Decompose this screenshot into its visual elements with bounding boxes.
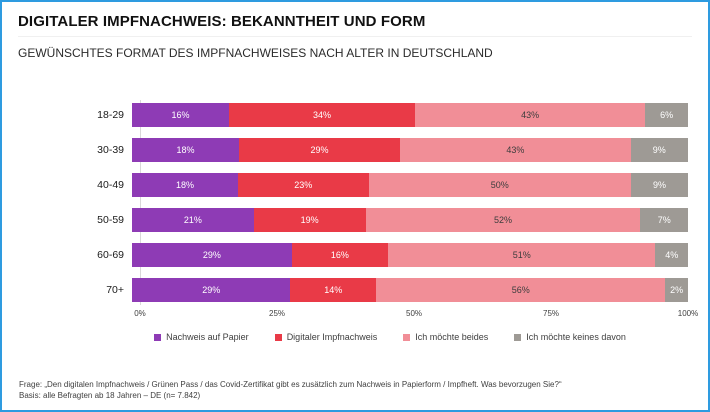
legend-swatch-icon — [514, 333, 522, 341]
x-axis-ticks: 0% 25% 50% 75% 100% — [134, 309, 698, 321]
chart-rows: 18-29 16% 34% 43% 6% 30-39 18% 29% 43% 9% 40-49 18%… — [92, 100, 688, 305]
bar-segment: 6% — [645, 103, 688, 127]
page-title: DIGITALER IMPFNACHWEIS: BEKANNTHEIT UND … — [18, 13, 426, 30]
bar-segment: 7% — [640, 208, 688, 232]
bar-segment: 43% — [400, 138, 631, 162]
stacked-bar: 18% 29% 43% 9% — [132, 138, 688, 162]
bar-segment: 9% — [630, 138, 688, 162]
legend-swatch-icon — [403, 333, 411, 341]
stacked-bar: 21% 19% 52% 7% — [132, 208, 688, 232]
legend-item: Ich möchte keines davon — [514, 332, 626, 342]
bar-segment: 21% — [132, 208, 254, 232]
stacked-bar: 29% 16% 51% 4% — [132, 243, 688, 267]
chart-row: 70+ 29% 14% 56% 2% — [92, 278, 688, 302]
category-label: 18-29 — [97, 109, 124, 121]
bar-segment: 34% — [229, 103, 415, 127]
chart-row: 60-69 29% 16% 51% 4% — [92, 243, 688, 267]
bar-segment: 2% — [665, 278, 688, 302]
bar-segment: 29% — [238, 138, 401, 162]
x-tick-label: 50% — [405, 309, 423, 318]
legend-swatch-icon — [274, 333, 282, 341]
bar-segment: 50% — [368, 173, 631, 197]
chart-row: 18-29 16% 34% 43% 6% — [92, 103, 688, 127]
title-divider — [18, 36, 692, 37]
bar-segment: 29% — [132, 278, 291, 302]
bar-segment: 19% — [253, 208, 366, 232]
stacked-bar: 16% 34% 43% 6% — [132, 103, 688, 127]
category-label: 70+ — [106, 284, 124, 296]
chart-legend: Nachweis auf Papier Digitaler Impfnachwei… — [92, 332, 688, 342]
category-label: 60-69 — [97, 249, 124, 261]
stacked-bar-chart: 18-29 16% 34% 43% 6% 30-39 18% 29% 43% 9% 40-49 18%… — [92, 100, 698, 342]
legend-item: Digitaler Impfnachweis — [274, 332, 378, 342]
bar-segment: 16% — [291, 243, 389, 267]
footnote-question: Frage: „Den digitalen Impfnachweis / Grü… — [19, 380, 562, 390]
bar-segment: 18% — [132, 138, 239, 162]
bar-segment: 16% — [132, 103, 230, 127]
legend-label: Ich möchte beides — [415, 332, 489, 342]
legend-label: Nachweis auf Papier — [166, 332, 249, 342]
footnote: Frage: „Den digitalen Impfnachweis / Grü… — [19, 380, 694, 402]
footnote-basis: Basis: alle Befragten ab 18 Jahren – DE … — [19, 391, 201, 401]
x-tick-label: 75% — [542, 309, 560, 318]
bar-segment: 51% — [388, 243, 656, 267]
x-tick-label: 25% — [268, 309, 286, 318]
chart-row: 50-59 21% 19% 52% 7% — [92, 208, 688, 232]
legend-item: Nachweis auf Papier — [154, 332, 249, 342]
bar-segment: 29% — [132, 243, 292, 267]
bar-segment: 18% — [132, 173, 239, 197]
bar-segment: 56% — [376, 278, 666, 302]
bar-segment: 4% — [655, 243, 688, 267]
legend-label: Ich möchte keines davon — [526, 332, 626, 342]
category-label: 40-49 — [97, 179, 124, 191]
category-label: 50-59 — [97, 214, 124, 226]
legend-item: Ich möchte beides — [403, 332, 488, 342]
chart-row: 30-39 18% 29% 43% 9% — [92, 138, 688, 162]
bar-segment: 43% — [414, 103, 646, 127]
category-label: 30-39 — [97, 144, 124, 156]
x-tick-label: 0% — [134, 309, 146, 318]
bar-segment: 23% — [238, 173, 369, 197]
bar-segment: 14% — [290, 278, 377, 302]
stacked-bar: 29% 14% 56% 2% — [132, 278, 688, 302]
x-tick-label: 100% — [677, 309, 699, 318]
chart-row: 40-49 18% 23% 50% 9% — [92, 173, 688, 197]
stacked-bar: 18% 23% 50% 9% — [132, 173, 688, 197]
page-subtitle: GEWÜNSCHTES FORMAT DES IMPFNACHWEISES NA… — [18, 46, 493, 60]
bar-segment: 9% — [630, 173, 688, 197]
bar-segment: 52% — [365, 208, 641, 232]
legend-swatch-icon — [154, 333, 162, 341]
header: DIGITALER IMPFNACHWEIS: BEKANNTHEIT UND … — [2, 2, 708, 60]
legend-label: Digitaler Impfnachweis — [286, 332, 378, 342]
